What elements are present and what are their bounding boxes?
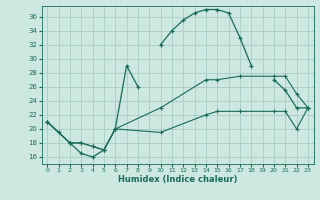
X-axis label: Humidex (Indice chaleur): Humidex (Indice chaleur) bbox=[118, 175, 237, 184]
